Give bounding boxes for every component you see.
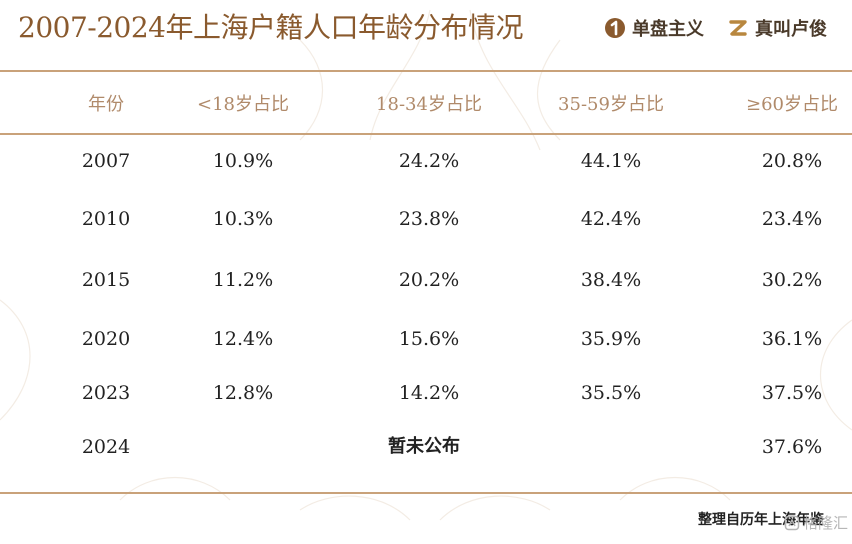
cell-18-34: 23.8%: [398, 208, 460, 230]
cell-year: 2023: [81, 382, 131, 404]
brand2-label: 真叫卢俊: [755, 19, 827, 40]
cell-year: 2007: [81, 150, 131, 172]
cell-60plus: 20.8%: [761, 150, 823, 172]
cell-35-59: 42.4%: [580, 208, 642, 230]
cell-60plus: 23.4%: [761, 208, 823, 230]
cell-year: 2024: [81, 436, 131, 458]
cell-18-34: 14.2%: [398, 382, 460, 404]
cell-35-59: 44.1%: [580, 150, 642, 172]
cell-60plus: 37.6%: [761, 436, 823, 458]
cell-18-34: 24.2%: [398, 150, 460, 172]
cell-year: 2010: [81, 208, 131, 230]
cell-18-34: 20.2%: [398, 269, 460, 291]
brand1-label: 单盘主义: [632, 19, 704, 40]
column-header-year: 年份: [88, 94, 124, 115]
brand-danpanzhuyi: 单盘主义: [604, 15, 704, 41]
cell-35-59: 38.4%: [580, 269, 642, 291]
page-title: 2007-2024年上海户籍人口年龄分布情况: [18, 11, 523, 44]
watermark: 格隆汇: [784, 512, 848, 534]
brand-zhenjiaolujun: 真叫卢俊: [727, 15, 827, 41]
column-header-under18: <18岁占比: [197, 94, 289, 115]
cell-18-34: 15.6%: [398, 328, 460, 350]
cell-under18: 10.3%: [212, 208, 274, 230]
cell-60plus: 37.5%: [761, 382, 823, 404]
bottom-divider: [0, 492, 852, 494]
header: 2007-2024年上海户籍人口年龄分布情况 单盘主义 真叫卢俊: [0, 0, 852, 70]
brand-z-logo-icon: [729, 20, 747, 36]
column-header-18-34: 18-34岁占比: [376, 94, 482, 115]
cell-year: 2015: [81, 269, 131, 291]
cell-60plus: 36.1%: [761, 328, 823, 350]
cell-under18: 12.8%: [212, 382, 274, 404]
cell-under18: 11.2%: [212, 269, 274, 291]
header-divider: [0, 133, 852, 135]
cell-60plus: 30.2%: [761, 269, 823, 291]
cell-not-published-note: 暂未公布: [388, 436, 460, 457]
cell-under18: 10.9%: [212, 150, 274, 172]
cell-under18: 12.4%: [212, 328, 274, 350]
column-header-60plus: ≥60岁占比: [746, 94, 838, 115]
watermark-label: 格隆汇: [802, 514, 848, 532]
column-header-35-59: 35-59岁占比: [558, 94, 664, 115]
cell-35-59: 35.9%: [580, 328, 642, 350]
cell-35-59: 35.5%: [580, 382, 642, 404]
top-divider: [0, 70, 852, 72]
cell-year: 2020: [81, 328, 131, 350]
watermark-logo-icon: [784, 515, 800, 531]
brand-one-logo-icon: [605, 18, 625, 38]
